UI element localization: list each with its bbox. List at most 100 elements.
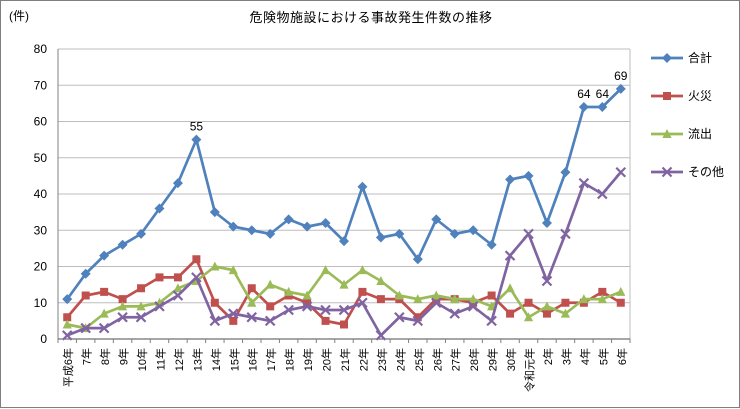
series-marker-spill	[394, 290, 404, 300]
data-point-label: 64	[577, 87, 591, 101]
series-marker-fire	[266, 302, 275, 311]
series-marker-other	[394, 311, 405, 323]
series-marker-fire	[118, 295, 127, 304]
series-marker-fire	[542, 309, 551, 318]
series-marker-spill	[62, 319, 72, 329]
series-marker-spill	[431, 290, 441, 300]
y-axis-tick-label: 10	[34, 296, 48, 310]
series-marker-other	[523, 228, 534, 240]
x-axis-label: 2年	[541, 348, 555, 365]
x-axis-label: 16年	[246, 348, 260, 371]
series-marker-spill	[339, 279, 349, 289]
series-marker-fire	[303, 298, 312, 307]
x-axis-label: 8年	[98, 348, 112, 365]
y-axis-tick-label: 50	[34, 151, 48, 165]
series-marker-other	[504, 250, 516, 261]
series-marker-spill	[523, 312, 534, 322]
legend-label-total: 合計	[688, 50, 712, 65]
x-axis-label: 30年	[504, 348, 518, 371]
series-marker-total	[246, 225, 257, 236]
x-axis-label: 4年	[578, 348, 592, 365]
series-marker-fire	[561, 298, 570, 307]
x-axis-label: 11年	[153, 348, 167, 370]
y-axis-tick-label: 70	[34, 78, 48, 92]
series-marker-spill	[210, 261, 220, 271]
series-marker-spill	[413, 294, 423, 304]
x-axis-label: 18年	[283, 348, 297, 371]
series-marker-fire	[192, 255, 201, 264]
series-marker-total	[136, 228, 147, 239]
y-axis-tick-label: 0	[40, 332, 47, 346]
series-marker-fire	[100, 287, 109, 296]
legend-marker-other	[661, 166, 673, 178]
series-marker-fire	[616, 298, 625, 307]
x-axis-label: 28年	[467, 348, 481, 371]
series-marker-total	[615, 83, 626, 94]
x-axis-label: 19年	[301, 348, 315, 371]
series-marker-spill	[136, 301, 146, 311]
x-axis-label: 15年	[227, 348, 241, 371]
series-marker-fire	[247, 284, 256, 293]
legend-label-other: その他	[688, 165, 724, 179]
series-marker-fire	[321, 316, 330, 325]
series-marker-other	[541, 275, 553, 287]
legend-marker-spill	[662, 129, 672, 138]
series-marker-fire	[358, 287, 367, 296]
series-marker-spill	[450, 294, 460, 304]
y-axis-tick-label: 20	[34, 260, 48, 274]
series-marker-other	[449, 308, 460, 319]
series-marker-spill	[616, 286, 626, 296]
series-marker-total	[191, 134, 202, 145]
series-marker-total	[283, 214, 294, 225]
y-axis-unit-label: (件)	[9, 9, 29, 23]
series-marker-spill	[228, 265, 238, 275]
series-marker-total	[209, 207, 220, 218]
series-marker-fire	[376, 295, 385, 304]
x-axis-label: 10年	[135, 348, 149, 371]
series-marker-spill	[320, 265, 331, 275]
series-marker-fire	[155, 273, 164, 282]
x-axis-label: 9年	[117, 348, 131, 365]
legend-label-fire: 火災	[688, 89, 712, 103]
series-marker-other	[80, 322, 91, 334]
series-marker-spill	[302, 290, 312, 300]
series-marker-fire	[598, 287, 607, 296]
x-axis-label: 24年	[393, 348, 407, 371]
series-marker-spill	[468, 294, 478, 304]
x-axis-label: 13年	[190, 348, 204, 371]
series-marker-other	[486, 315, 497, 327]
series-marker-total	[357, 181, 368, 192]
series-marker-fire	[229, 316, 238, 325]
series-marker-total	[541, 218, 552, 228]
series-marker-other	[209, 315, 221, 327]
series-marker-total	[228, 221, 239, 232]
series-marker-other	[430, 297, 442, 309]
series-marker-fire	[137, 284, 146, 293]
series-marker-other	[135, 311, 147, 323]
legend-marker-total	[662, 53, 672, 63]
x-axis-label: 27年	[449, 348, 463, 371]
series-marker-spill	[505, 283, 515, 293]
x-axis-label: 29年	[486, 348, 500, 371]
series-marker-other	[560, 228, 571, 240]
x-axis-label: 5年	[596, 348, 610, 365]
x-axis-label: 12年	[172, 348, 186, 371]
series-marker-other	[154, 301, 165, 312]
x-axis-label: 23年	[375, 348, 389, 371]
series-marker-spill	[99, 308, 109, 318]
x-axis-label: 20年	[320, 348, 334, 371]
series-marker-total	[375, 232, 386, 243]
series-marker-total	[523, 170, 534, 181]
series-marker-other	[320, 304, 331, 316]
series-marker-other	[615, 166, 627, 178]
legend-marker-fire	[663, 92, 671, 100]
series-marker-total	[265, 228, 276, 239]
series-marker-spill	[284, 286, 294, 296]
series-marker-total	[339, 236, 349, 247]
x-axis-label: 25年	[412, 348, 426, 371]
series-marker-total	[62, 294, 73, 305]
series-marker-total	[320, 218, 331, 228]
y-axis-tick-label: 60	[34, 115, 48, 129]
x-axis-label: 6年	[615, 348, 629, 365]
